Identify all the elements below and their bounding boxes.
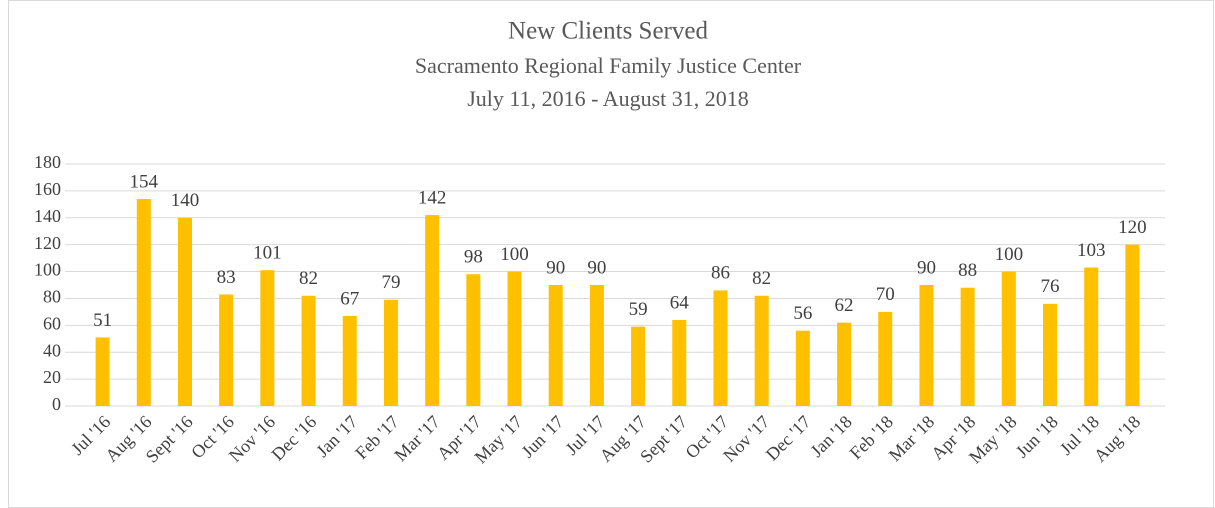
x-tick-label: Dec '16	[267, 412, 320, 465]
x-tick-label: Sept '16	[142, 412, 197, 467]
y-tick-label: 80	[43, 287, 61, 307]
bar	[1125, 244, 1140, 406]
bar	[878, 311, 893, 406]
data-label: 154	[130, 171, 159, 192]
data-label: 76	[1041, 276, 1060, 297]
data-label: 88	[958, 260, 977, 281]
x-tick-label: Mar '18	[885, 412, 939, 466]
bar	[507, 271, 522, 406]
y-tick-label: 180	[34, 152, 61, 172]
bar	[713, 290, 728, 406]
data-label: 100	[995, 244, 1024, 265]
chart-subtitle: July 11, 2016 - August 31, 2018	[467, 86, 749, 111]
data-label: 59	[629, 299, 648, 320]
data-label: 120	[1118, 217, 1147, 238]
y-tick-label: 140	[34, 206, 61, 226]
bar	[837, 322, 852, 406]
data-label: 83	[217, 267, 236, 288]
x-tick-label: Jun '18	[1012, 412, 1062, 462]
bar	[95, 337, 110, 406]
bar	[219, 294, 234, 406]
data-label: 82	[299, 268, 318, 289]
data-label: 101	[253, 243, 282, 264]
x-tick-label: Dec '17	[762, 412, 815, 465]
bar	[301, 295, 316, 406]
data-label: 90	[917, 257, 936, 278]
data-label: 67	[340, 288, 359, 309]
data-label: 100	[500, 244, 529, 265]
bar	[631, 326, 646, 406]
data-label: 90	[587, 257, 606, 278]
data-label: 103	[1077, 240, 1106, 261]
chart-subtitle: Sacramento Regional Family Justice Cente…	[415, 53, 802, 78]
bar	[383, 299, 398, 406]
bar	[589, 285, 604, 406]
bar	[425, 215, 440, 406]
bar	[919, 285, 934, 406]
bar	[672, 319, 687, 406]
data-label: 62	[835, 295, 854, 316]
x-tick-label: Nov '17	[719, 412, 773, 466]
bar	[960, 287, 975, 406]
bar	[1001, 271, 1016, 406]
data-label: 142	[418, 187, 447, 208]
data-label: 98	[464, 247, 483, 268]
bar	[466, 274, 481, 406]
y-tick-label: 160	[34, 179, 61, 199]
x-tick-label: Jan '17	[312, 412, 361, 461]
y-tick-label: 120	[34, 233, 61, 253]
y-tick-label: 60	[43, 313, 61, 333]
bar	[177, 217, 192, 406]
y-tick-label: 20	[43, 367, 61, 387]
bar	[260, 270, 275, 406]
data-label: 82	[752, 268, 771, 289]
bar	[342, 315, 357, 406]
data-label: 79	[381, 272, 400, 293]
data-label: 64	[670, 292, 690, 313]
data-label: 51	[93, 310, 112, 331]
bar	[136, 198, 151, 406]
x-tick-label: Jun '17	[517, 412, 567, 462]
x-tick-label: Aug '18	[1090, 412, 1144, 466]
bar	[795, 330, 810, 406]
data-label: 90	[546, 257, 565, 278]
data-label: 86	[711, 263, 730, 284]
data-label: 56	[793, 303, 812, 324]
x-tick-label: Mar '17	[390, 412, 444, 466]
bar	[548, 285, 563, 406]
data-label: 70	[876, 284, 895, 305]
x-tick-label: Sept '17	[636, 412, 691, 467]
bar	[1084, 267, 1099, 406]
y-tick-label: 0	[52, 394, 61, 414]
x-tick-label: Jan '18	[806, 412, 855, 461]
y-tick-label: 100	[34, 260, 61, 280]
bar	[1043, 303, 1058, 406]
chart-title: New Clients Served	[508, 18, 708, 45]
bar	[754, 295, 769, 406]
x-tick-label: Nov '16	[225, 412, 279, 466]
data-label: 140	[171, 190, 200, 211]
y-tick-label: 40	[43, 340, 61, 360]
